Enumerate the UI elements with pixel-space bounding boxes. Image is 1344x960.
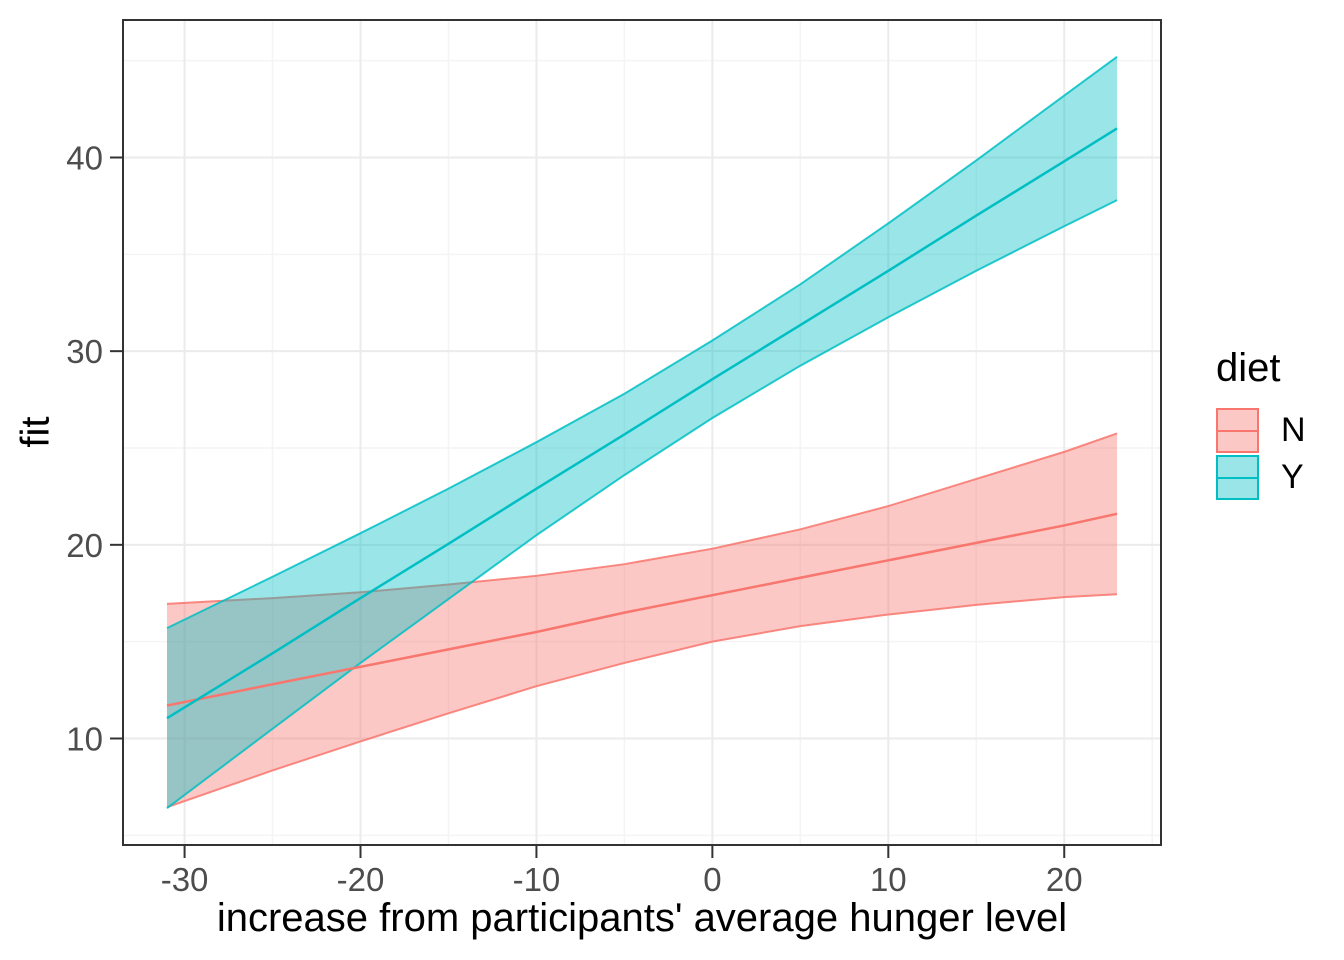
legend-title: diet [1216,346,1281,390]
axis-tick-labels: -30 -20 -10 0 10 20 10 20 30 40 [66,140,1082,899]
fit-line-n [166,512,1118,707]
fit-line-y [166,127,1118,720]
panel-border [122,19,1162,846]
legend-key-n-line [1218,429,1257,432]
x-tick-label: -10 [513,861,561,898]
y-axis-title: fit [13,416,58,448]
band-upper-edge-n [166,432,1118,605]
band-upper-edge-y [166,55,1118,629]
legend: diet N Y [1216,346,1336,501]
band-y [166,56,1118,809]
legend-item-y: Y [1216,454,1336,501]
x-tick-label: 0 [703,861,721,898]
x-tick-label: 10 [870,861,907,898]
band-lower-edge-n [166,593,1118,809]
legend-key-y-swatch [1216,455,1259,500]
y-tick-label: 30 [66,333,103,370]
legend-label-n: N [1281,411,1306,449]
x-tick-label: -30 [161,861,209,898]
major-gridlines [123,20,1161,845]
axis-ticks [110,156,1066,858]
legend-key-n-swatch [1216,408,1259,453]
x-tick-label: 20 [1046,861,1083,898]
legend-label-y: Y [1281,458,1304,496]
x-axis-title: increase from participants' average hung… [216,896,1068,940]
confidence-bands [166,55,1118,810]
x-tick-label: -20 [337,861,385,898]
band-n [166,433,1118,808]
legend-item-n: N [1216,407,1336,454]
fit-lines [166,127,1118,720]
legend-key-y-line [1218,476,1257,479]
band-lower-edge-y [166,199,1118,810]
y-tick-label: 20 [66,527,103,564]
y-tick-label: 40 [66,140,103,177]
y-tick-label: 10 [66,720,103,757]
